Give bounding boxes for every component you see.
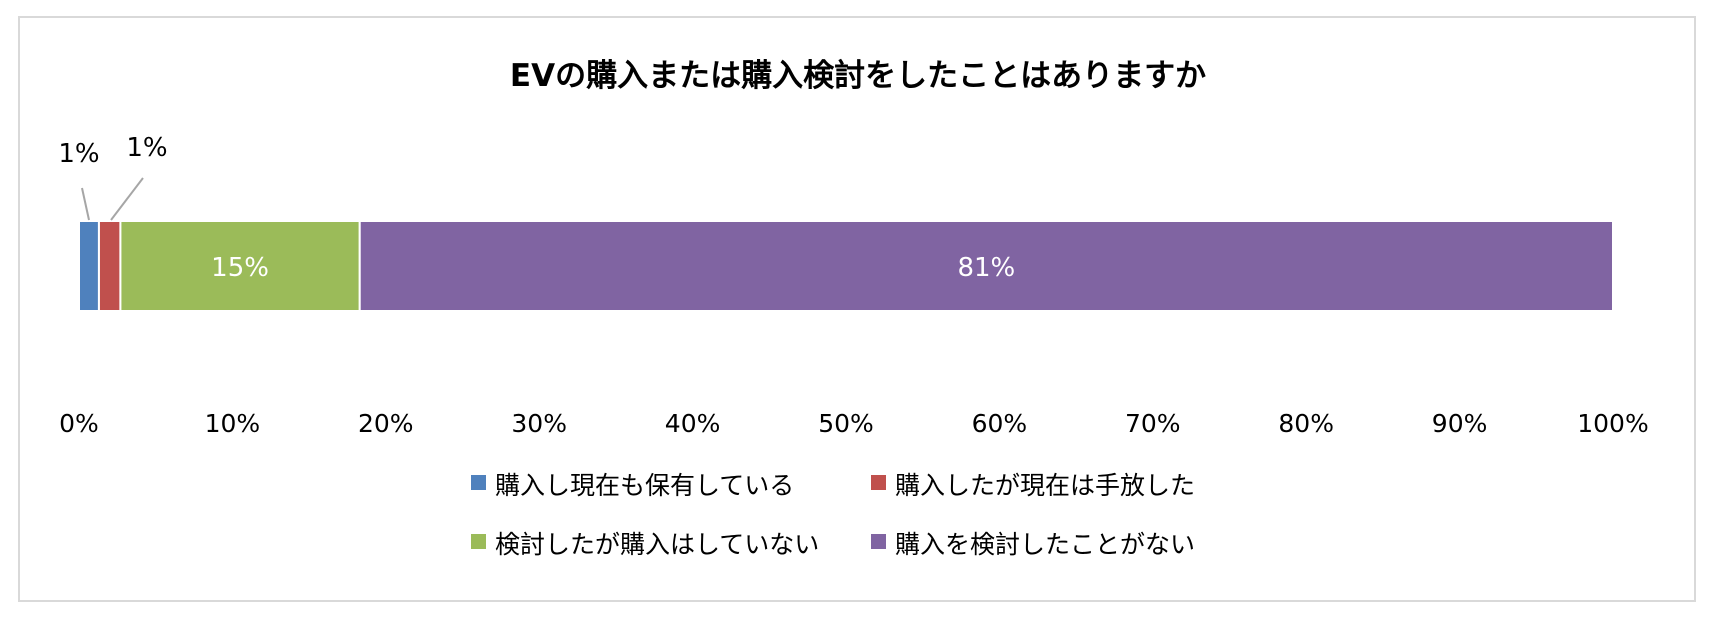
- x-tick-label: 70%: [1125, 409, 1181, 438]
- x-tick-label: 40%: [665, 409, 721, 438]
- x-tick-label: 90%: [1432, 409, 1488, 438]
- legend-swatch-1: [471, 475, 486, 490]
- legend-label-2: 購入したが現在は手放した: [895, 471, 1195, 500]
- legend-label-3: 検討したが購入はしていない: [495, 530, 819, 559]
- x-tick-label: 50%: [818, 409, 874, 438]
- leader-line-1: [81, 187, 90, 221]
- data-label-4: 81%: [957, 253, 1015, 283]
- legend-swatch-4: [871, 534, 886, 549]
- x-tick-label: 30%: [511, 409, 567, 438]
- bar-segment-2: [97, 220, 122, 312]
- legend-swatch-3: [471, 534, 486, 549]
- x-tick-label: 100%: [1577, 409, 1648, 438]
- bar-segment-1: [78, 220, 100, 312]
- x-tick-label: 0%: [59, 409, 99, 438]
- bar-segment-3: [119, 220, 361, 312]
- legend-swatch-2: [871, 475, 886, 490]
- x-tick-label: 20%: [358, 409, 414, 438]
- x-tick-label: 10%: [205, 409, 261, 438]
- x-tick-label: 60%: [972, 409, 1028, 438]
- bar-segment-4: [358, 220, 1614, 312]
- chart-title: EVの購入または購入検討をしたことはありますか: [510, 58, 1206, 94]
- data-label-2: 1%: [126, 133, 167, 163]
- x-tick-label: 80%: [1278, 409, 1334, 438]
- legend-label-4: 購入を検討したことがない: [895, 530, 1195, 559]
- data-label-1: 1%: [58, 139, 99, 169]
- data-label-3: 15%: [211, 253, 269, 283]
- legend-label-1: 購入し現在も保有している: [495, 471, 794, 500]
- leader-line-2: [110, 177, 144, 221]
